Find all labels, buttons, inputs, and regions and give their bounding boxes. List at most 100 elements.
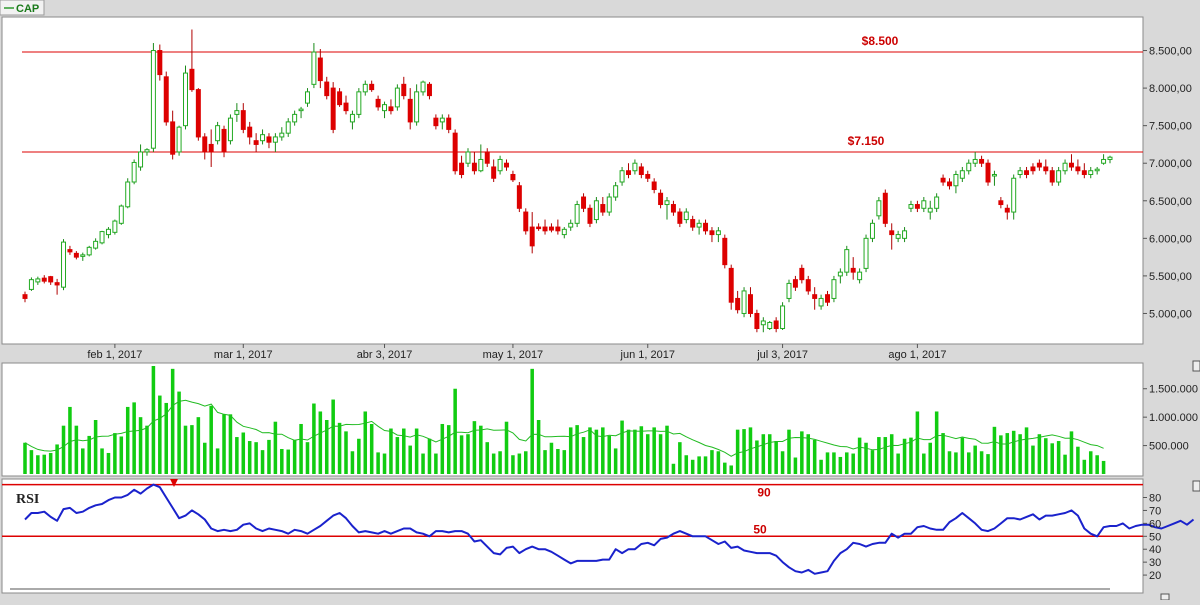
candle <box>587 204 593 228</box>
candle-body-down <box>587 207 593 224</box>
candle <box>728 264 734 310</box>
candle <box>696 219 702 235</box>
candle-body-down <box>709 230 715 236</box>
date-tick-label: feb 1, 2017 <box>87 349 142 361</box>
candle-body-up <box>1017 170 1023 175</box>
candle <box>272 133 278 152</box>
volume-y-tick-label: 1.500.000 <box>1149 384 1198 396</box>
volume-bar <box>902 438 907 474</box>
candle <box>1101 154 1107 165</box>
candle-body-down <box>1043 166 1049 172</box>
candle-body-down <box>626 170 631 175</box>
volume-bar <box>196 417 201 474</box>
candle <box>812 287 818 310</box>
candle-body-down <box>1068 162 1074 168</box>
volume-bar <box>845 452 849 474</box>
candle-body-up <box>831 279 837 299</box>
candle <box>227 114 233 145</box>
candle-body-up <box>696 222 702 228</box>
volume-bar <box>23 442 27 474</box>
candle <box>22 291 28 303</box>
candle <box>805 275 811 295</box>
volume-panel[interactable]: 500.000 1.000.000 1.500.000 <box>1 362 1198 477</box>
candle-body-down <box>825 294 831 303</box>
candle <box>157 44 163 81</box>
candle-body-up <box>144 149 150 153</box>
price-panel[interactable]: $8.500 $7.150 5.000,00 5.500,00 6.000,00 6.5… <box>1 16 1192 361</box>
candle-body-up <box>953 173 959 187</box>
candle-body-down <box>555 226 561 232</box>
candle <box>471 151 477 175</box>
volume-bar <box>812 439 817 474</box>
candle <box>99 230 105 245</box>
candle-body-up <box>356 91 362 115</box>
candle <box>266 133 272 149</box>
volume-bar <box>735 429 740 474</box>
candle <box>767 320 773 330</box>
candle <box>818 294 824 310</box>
volume-bar <box>36 455 40 474</box>
candle <box>337 88 343 107</box>
candle <box>208 129 214 167</box>
candle <box>1107 155 1113 164</box>
candle <box>446 114 452 134</box>
volume-bar <box>164 402 169 474</box>
date-tick-label: may 1, 2017 <box>483 349 544 361</box>
volume-bar <box>414 428 419 474</box>
volume-bar <box>684 455 689 474</box>
volume-bar <box>652 427 656 474</box>
candle <box>202 133 208 160</box>
volume-bar <box>215 448 220 474</box>
candle-body-up <box>837 271 843 277</box>
candle-body-up <box>285 121 291 134</box>
volume-bar <box>729 465 733 474</box>
volume-bar <box>260 450 265 474</box>
candle <box>715 227 721 243</box>
rsi-y-tick-label: 40 <box>1149 544 1161 556</box>
candle <box>324 76 330 100</box>
candle-body-up <box>227 117 233 142</box>
candle-body-down <box>491 166 497 179</box>
volume-bar <box>581 437 586 474</box>
candle-body-down <box>889 230 895 236</box>
candle-body-down <box>407 98 413 123</box>
candle-body-up <box>934 196 940 209</box>
volume-bar <box>331 399 335 474</box>
volume-bar <box>922 453 926 474</box>
rsi-panel-handle[interactable] <box>1192 480 1200 492</box>
candle-body-down <box>433 117 439 127</box>
volume-bar <box>254 442 258 474</box>
candle <box>465 148 471 167</box>
candle <box>825 290 831 306</box>
volume-bar <box>999 435 1003 474</box>
volume-bar <box>748 427 753 474</box>
candle-body-down <box>202 136 208 153</box>
volume-bar <box>498 451 502 474</box>
candle-body-down <box>247 126 253 138</box>
candle-body-up <box>876 200 882 217</box>
scroll-handle[interactable] <box>1160 593 1170 601</box>
candle-body-down <box>337 91 343 106</box>
volume-bar <box>960 437 965 474</box>
volume-bar <box>485 442 490 474</box>
candle <box>844 245 850 276</box>
candle <box>940 174 946 186</box>
candle <box>850 257 856 280</box>
volume-bar <box>1088 451 1093 474</box>
volume-bar <box>395 437 400 474</box>
legend-box[interactable] <box>0 0 45 16</box>
candle <box>927 200 933 220</box>
volume-panel-handle[interactable] <box>1192 360 1200 372</box>
candle-body-down <box>67 249 73 253</box>
candle <box>548 223 554 233</box>
candle <box>966 159 972 175</box>
volume-bar <box>81 448 85 474</box>
volume-bar <box>280 448 284 474</box>
volume-bar <box>633 429 637 474</box>
volume-bar <box>524 451 528 474</box>
candle <box>118 204 124 225</box>
volume-bar <box>421 453 425 474</box>
